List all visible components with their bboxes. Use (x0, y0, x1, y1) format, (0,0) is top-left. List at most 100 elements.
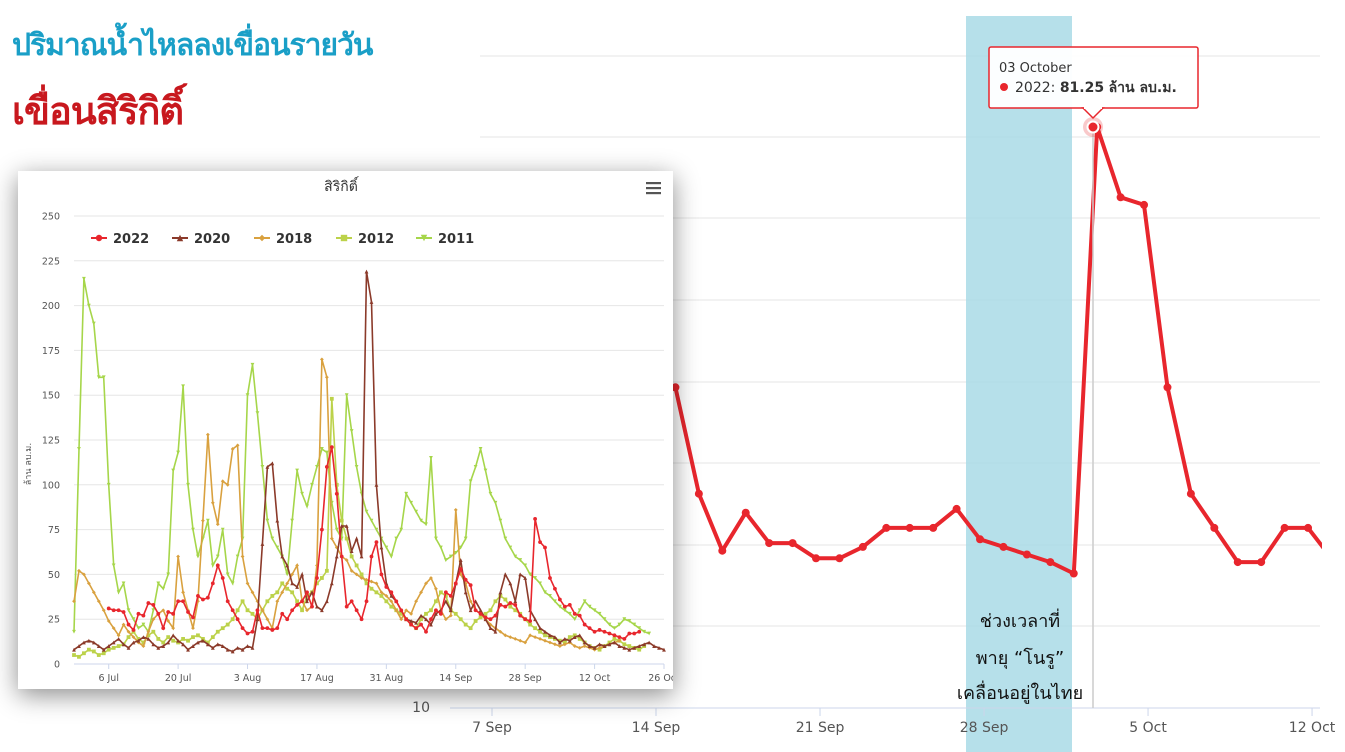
data-point (146, 601, 151, 605)
data-point (577, 613, 582, 618)
data-point (166, 635, 171, 640)
data-point (136, 626, 141, 631)
data-point (414, 626, 419, 631)
data-point (617, 638, 622, 643)
data-point (285, 581, 290, 586)
data-point (617, 635, 622, 640)
data-point (929, 523, 938, 532)
data-point (538, 637, 542, 641)
hamburger-icon[interactable] (646, 182, 661, 195)
x-tick-label: 21 Sep (796, 720, 845, 736)
data-point (225, 647, 230, 652)
data-point (141, 622, 146, 627)
data-point (812, 554, 821, 563)
data-point (344, 393, 349, 398)
data-point (498, 629, 503, 634)
data-point (622, 645, 627, 650)
data-point (463, 577, 468, 582)
data-point (429, 608, 433, 613)
data-point (582, 640, 587, 645)
data-point (265, 626, 270, 631)
data-point (1210, 523, 1219, 532)
legend-item-2022[interactable]: 2022 (91, 232, 149, 247)
data-point (379, 594, 384, 598)
data-point (443, 590, 448, 595)
data-point (265, 464, 270, 469)
data-point (577, 645, 582, 650)
data-point (354, 464, 359, 469)
data-point (468, 626, 473, 631)
data-point (72, 647, 76, 652)
data-point (250, 629, 255, 634)
data-point (260, 626, 265, 631)
legend-item-2011[interactable]: 2011 (416, 232, 474, 247)
tooltip: 03 October 2022: 81.25 ล้าน ลบ.ม. (988, 46, 1199, 120)
data-point (258, 234, 266, 242)
dam-name: เขื่อนสิริกิติ์ (12, 89, 184, 133)
data-point (463, 536, 468, 541)
data-point (250, 362, 255, 367)
data-point (300, 599, 304, 604)
data-point (374, 527, 379, 532)
data-point (577, 637, 582, 641)
x-tick-label: 5 Oct (1129, 720, 1167, 736)
data-point (146, 633, 151, 638)
data-point (694, 489, 703, 498)
data-point (176, 450, 181, 455)
x-tick-label: 14 Sep (632, 720, 681, 736)
storm-annotation: ช่วงเวลาที่ พายุ “โนรู” เคลื่อนอยู่ในไทย (957, 608, 1083, 704)
data-point (463, 581, 468, 586)
data-point (567, 611, 572, 616)
data-point (458, 545, 463, 550)
data-point (121, 622, 126, 627)
inset-series-line (73, 278, 650, 635)
data-point (404, 608, 409, 613)
legend-item-2012[interactable]: 2012 (336, 232, 394, 247)
data-point (230, 617, 235, 622)
legend-item-2020[interactable]: 2020 (172, 232, 230, 247)
data-point (166, 610, 171, 614)
data-point (131, 635, 136, 640)
data-point (349, 429, 354, 433)
data-point (181, 384, 185, 389)
inset-series-line (73, 271, 665, 653)
data-point (116, 590, 121, 595)
data-point (553, 642, 557, 647)
data-point (592, 645, 597, 650)
data-point (612, 637, 617, 641)
inset-chart: สิริกิติ์ ล้าน ลบ.ม. 0 25 50 75 100 125 150 175… (23, 176, 673, 684)
data-point (493, 599, 498, 604)
data-point (518, 572, 523, 577)
data-point (622, 617, 627, 622)
data-point (1022, 550, 1031, 559)
data-point (424, 617, 428, 622)
data-point (191, 644, 195, 648)
data-point (151, 629, 156, 634)
data-point (587, 604, 592, 609)
data-point (637, 629, 642, 634)
data-point (240, 647, 245, 652)
data-point (245, 631, 250, 636)
data-point (315, 576, 319, 580)
inset-x-tick-label: 31 Aug (370, 673, 404, 684)
data-point (882, 523, 891, 532)
data-point (587, 626, 592, 631)
data-point (220, 527, 225, 532)
legend-item-2018[interactable]: 2018 (254, 232, 312, 247)
data-point (543, 590, 547, 595)
data-point (141, 644, 146, 648)
data-point (280, 611, 285, 616)
data-point (324, 599, 329, 604)
data-point (324, 568, 329, 573)
data-point (151, 602, 156, 607)
data-point (334, 482, 339, 487)
data-point (657, 645, 661, 650)
data-point (473, 619, 478, 623)
data-point (952, 504, 961, 513)
data-point (788, 539, 797, 548)
data-point (324, 450, 329, 455)
data-point (225, 599, 230, 604)
x-tick-label: 7 Sep (472, 720, 512, 736)
storm-period-band (966, 16, 1072, 752)
data-point (453, 581, 458, 586)
